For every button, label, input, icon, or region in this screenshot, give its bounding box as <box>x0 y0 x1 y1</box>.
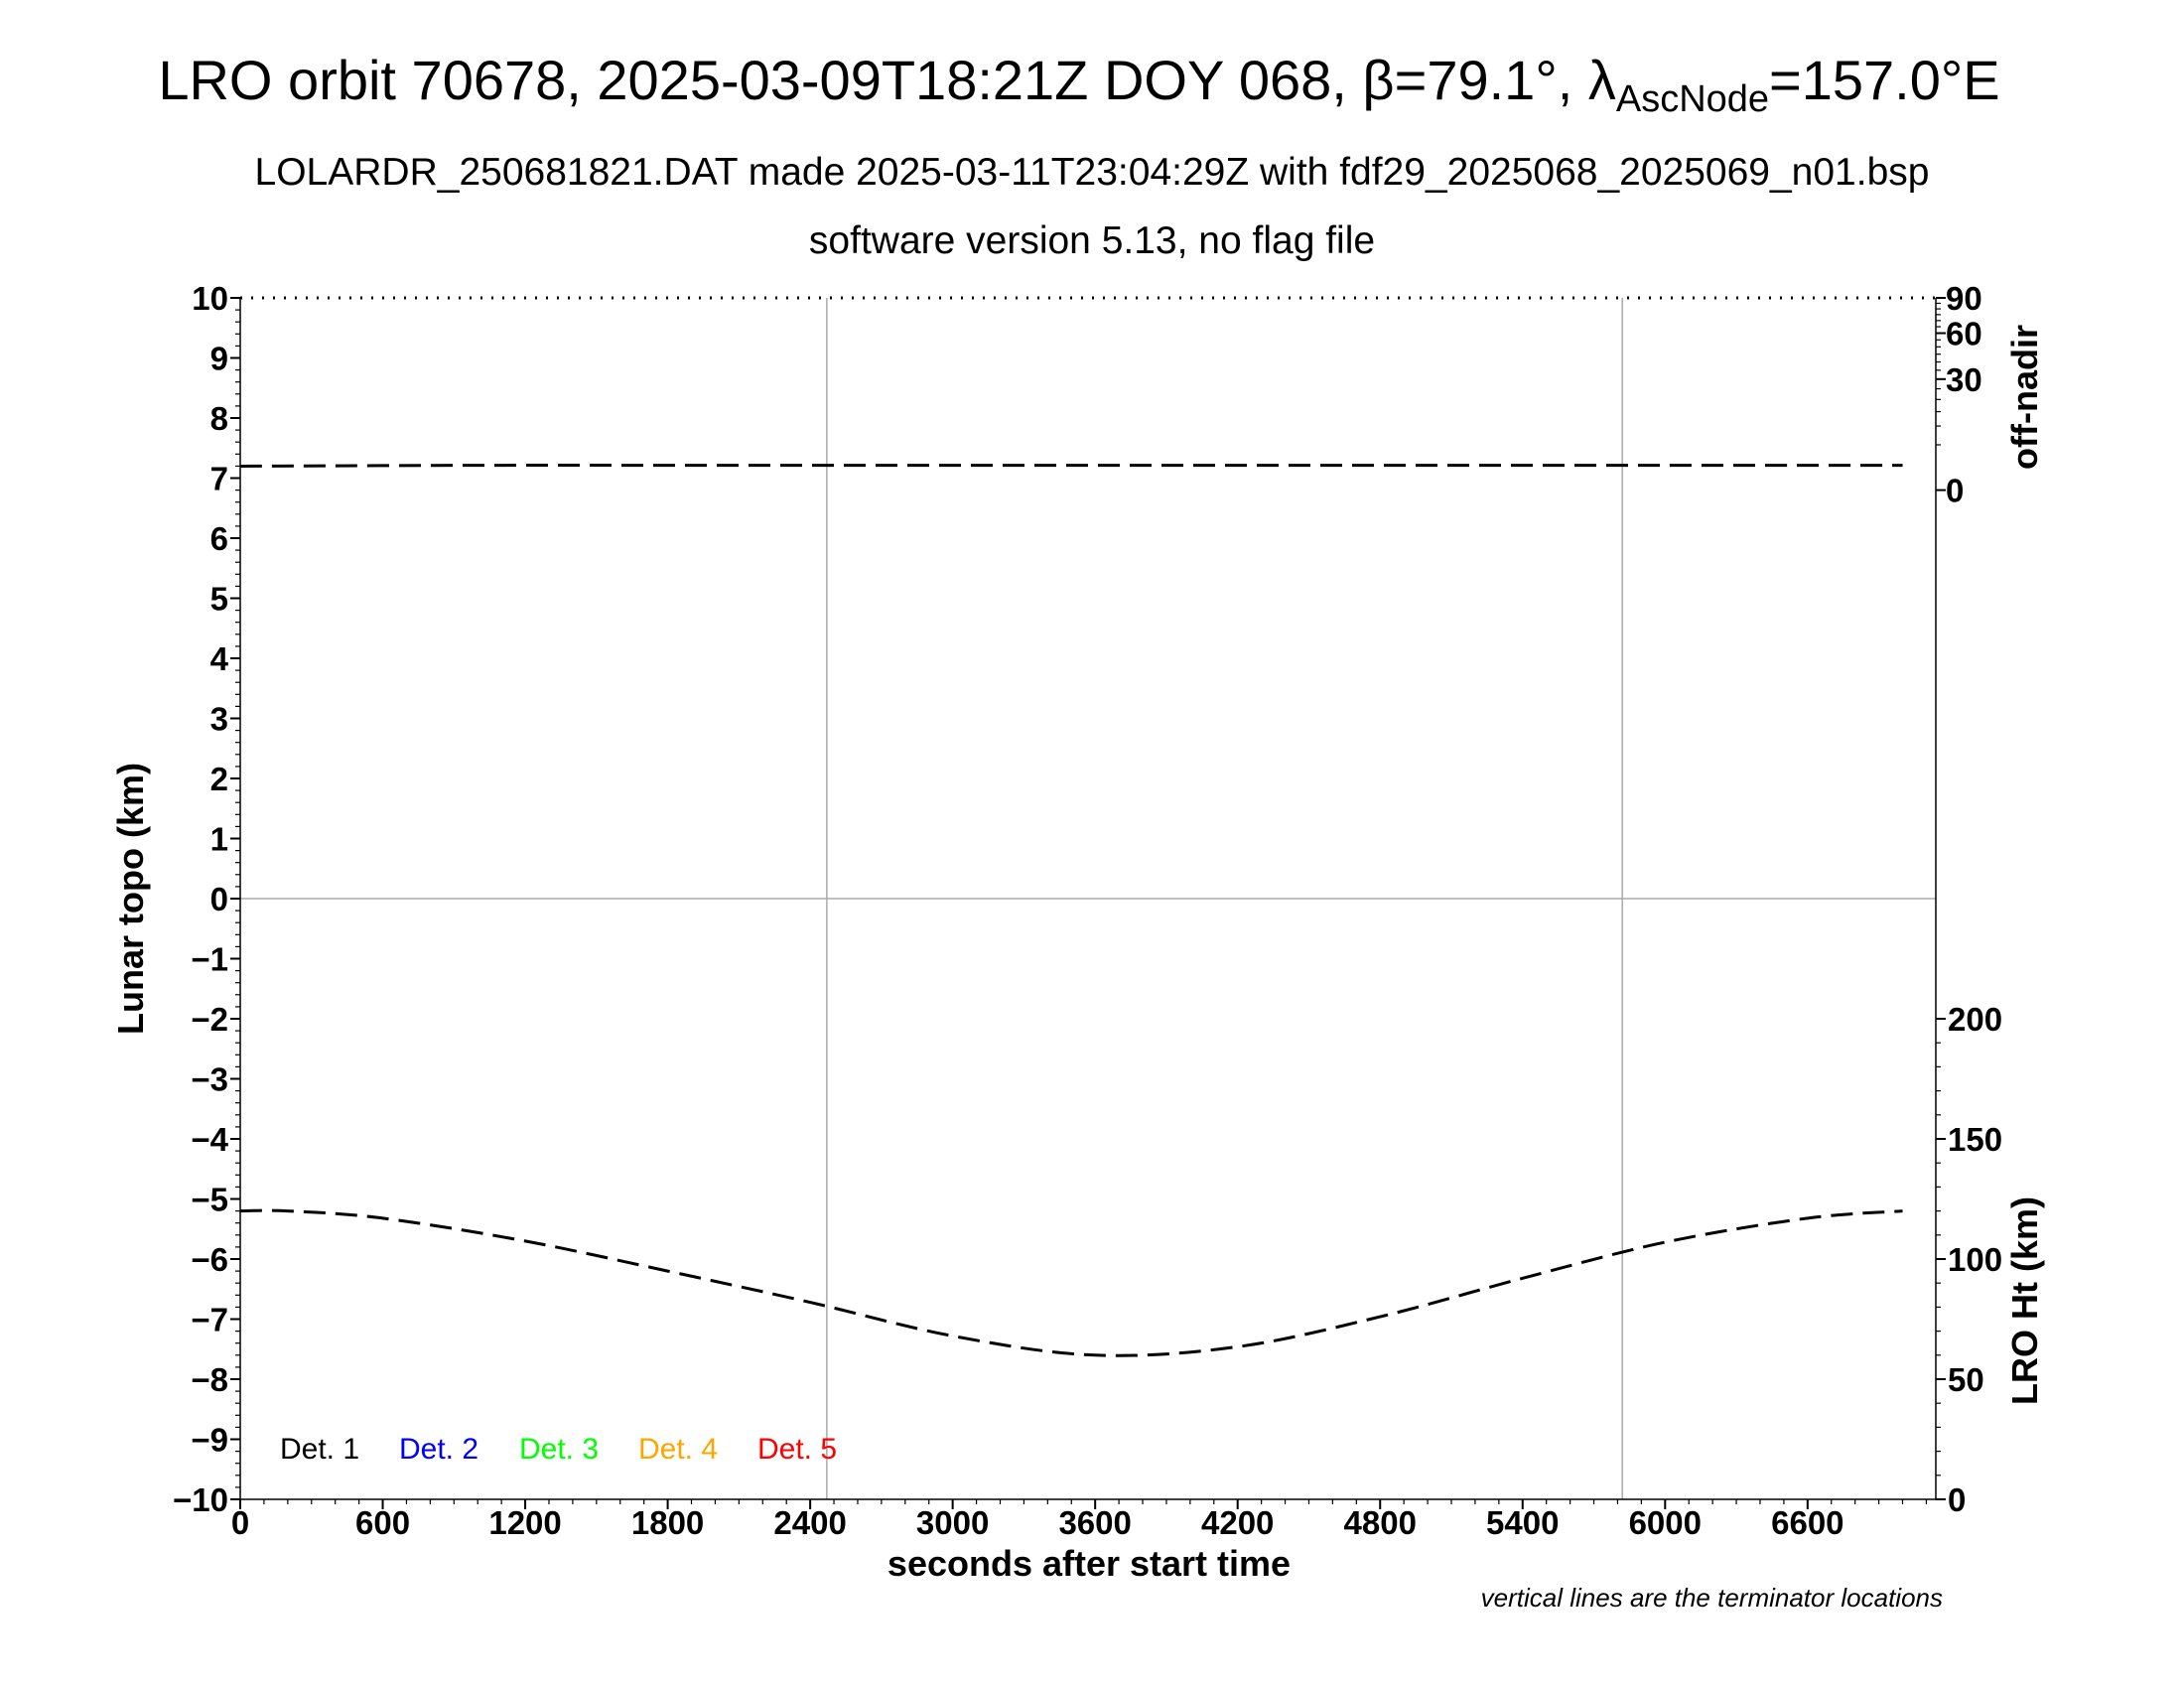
legend-item-det-1: Det. 1 <box>280 1433 359 1466</box>
off-nadir-series-line <box>239 464 1903 468</box>
x-tick-label: 6000 <box>1629 1504 1702 1541</box>
y-tick-label: 7 <box>210 461 228 497</box>
y-tick-label: −6 <box>191 1241 228 1278</box>
ht-tick-label: 50 <box>1948 1361 1984 1398</box>
chart-subtitle-2: software version 5.13, no flag file <box>809 219 1375 262</box>
x-axis-label: seconds after start time <box>887 1543 1291 1584</box>
y-tick-label: −5 <box>191 1182 228 1218</box>
legend-item-det-4: Det. 4 <box>638 1433 718 1466</box>
lambda-value: =157.0°E <box>1769 49 2000 111</box>
y-axis-label-right-top: off-nadir <box>2004 325 2045 470</box>
y-tick-label: −8 <box>191 1361 228 1398</box>
y-tick-label: −7 <box>191 1302 228 1338</box>
y-tick-label: 8 <box>210 400 228 437</box>
footnote: vertical lines are the terminator locati… <box>1481 1583 1943 1613</box>
x-tick-label: 3000 <box>916 1504 989 1541</box>
x-tick-label: 2400 <box>773 1504 846 1541</box>
ht-tick-label: 100 <box>1948 1241 2002 1278</box>
x-tick-label: 3600 <box>1058 1504 1131 1541</box>
chart-title: LRO orbit 70678, 2025-03-09T18:21Z DOY 0… <box>158 49 1999 120</box>
y-tick-label: −4 <box>191 1121 228 1158</box>
x-tick-label: 4800 <box>1344 1504 1417 1541</box>
beta-value: =79.1°, <box>1395 49 1588 111</box>
y-tick-label: 9 <box>210 341 228 377</box>
y-tick-label: 5 <box>210 581 228 618</box>
y-axis-label-left: Lunar topo (km) <box>110 763 151 1035</box>
ht-tick-label: 150 <box>1948 1121 2002 1158</box>
x-tick-label: 6600 <box>1771 1504 1843 1541</box>
legend: Det. 1 Det. 2 Det. 3 Det. 4 Det. 5 <box>280 1433 837 1466</box>
off-nadir-tick-label: 0 <box>1946 473 1964 509</box>
lambda-subscript: AscNode <box>1616 78 1769 120</box>
y-tick-label: 3 <box>210 701 228 738</box>
legend-item-det-2: Det. 2 <box>399 1433 478 1466</box>
ht-tick-label: 200 <box>1948 1001 2002 1038</box>
chart-subtitle-1: LOLARDR_250681821.DAT made 2025-03-11T23… <box>255 151 1930 194</box>
y-tick-label: −1 <box>191 941 228 978</box>
y-tick-label: 10 <box>192 280 228 317</box>
y-tick-label: 0 <box>210 881 228 917</box>
title-prefix: LRO orbit 70678, 2025-03-09T18:21Z DOY 0… <box>158 49 1362 111</box>
off-nadir-tick-label: 60 <box>1946 316 1982 352</box>
x-tick-label: 600 <box>355 1504 410 1541</box>
y-tick-label: 4 <box>210 640 229 677</box>
off-nadir-tick-label: 90 <box>1946 280 1982 317</box>
x-tick-label: 0 <box>231 1504 249 1541</box>
y-tick-label: −9 <box>191 1422 228 1459</box>
legend-item-det-3: Det. 3 <box>519 1433 599 1466</box>
y-tick-label: −2 <box>191 1001 228 1038</box>
y-tick-label: 2 <box>210 761 228 797</box>
y-tick-label: −10 <box>173 1481 228 1518</box>
off-nadir-tick-label: 30 <box>1946 361 1982 398</box>
beta-symbol: β <box>1362 49 1394 111</box>
gridlines <box>240 298 1936 1499</box>
lambda-symbol: λ <box>1588 49 1616 111</box>
x-tick-label: 4200 <box>1201 1504 1274 1541</box>
lro-height-series-line <box>239 1208 1903 1357</box>
y-tick-label: −3 <box>191 1061 228 1098</box>
series-layer <box>239 464 1903 1357</box>
x-tick-label: 5400 <box>1486 1504 1559 1541</box>
x-tick-label: 1800 <box>631 1504 704 1541</box>
y-axis-label-right-bottom: LRO Ht (km) <box>2004 1196 2045 1405</box>
y-tick-label: 1 <box>210 821 228 858</box>
ht-tick-label: 0 <box>1948 1481 1966 1518</box>
x-tick-label: 1200 <box>488 1504 561 1541</box>
legend-item-det-5: Det. 5 <box>757 1433 837 1466</box>
y-tick-label: 6 <box>210 520 228 557</box>
